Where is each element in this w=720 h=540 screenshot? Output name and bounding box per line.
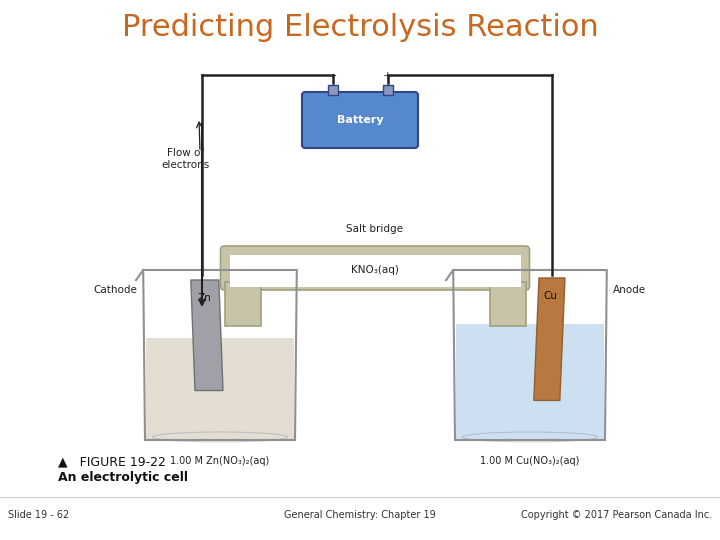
Text: Zn: Zn — [197, 293, 211, 303]
Text: Battery: Battery — [337, 115, 383, 125]
Polygon shape — [456, 325, 604, 439]
Text: An electrolytic cell: An electrolytic cell — [58, 471, 188, 484]
Text: Flow of
electrons: Flow of electrons — [162, 148, 210, 170]
Polygon shape — [191, 280, 223, 390]
Polygon shape — [534, 278, 565, 400]
Text: KNO₃(aq): KNO₃(aq) — [351, 265, 399, 275]
Text: 1.00 M Cu(NO₃)₂(aq): 1.00 M Cu(NO₃)₂(aq) — [480, 456, 580, 466]
Text: Slide 19 - 62: Slide 19 - 62 — [8, 510, 69, 520]
Text: 1.00 M Zn(NO₃)₂(aq): 1.00 M Zn(NO₃)₂(aq) — [171, 456, 269, 466]
Text: Cu: Cu — [543, 291, 557, 301]
Text: Anode: Anode — [613, 285, 646, 295]
Bar — [490, 282, 526, 326]
Bar — [225, 282, 261, 326]
FancyBboxPatch shape — [220, 246, 529, 290]
Text: ▲   FIGURE 19-22: ▲ FIGURE 19-22 — [58, 455, 166, 468]
FancyBboxPatch shape — [302, 92, 418, 148]
Text: General Chemistry: Chapter 19: General Chemistry: Chapter 19 — [284, 510, 436, 520]
Text: −: − — [328, 71, 337, 81]
Bar — [328, 85, 338, 95]
Text: Copyright © 2017 Pearson Canada Inc.: Copyright © 2017 Pearson Canada Inc. — [521, 510, 712, 520]
Polygon shape — [146, 338, 294, 439]
Text: +: + — [383, 71, 392, 81]
Text: Salt bridge: Salt bridge — [346, 224, 403, 234]
Text: Predicting Electrolysis Reaction: Predicting Electrolysis Reaction — [122, 14, 598, 43]
Bar — [382, 85, 392, 95]
Text: Cathode: Cathode — [93, 285, 137, 295]
Bar — [230, 255, 521, 287]
